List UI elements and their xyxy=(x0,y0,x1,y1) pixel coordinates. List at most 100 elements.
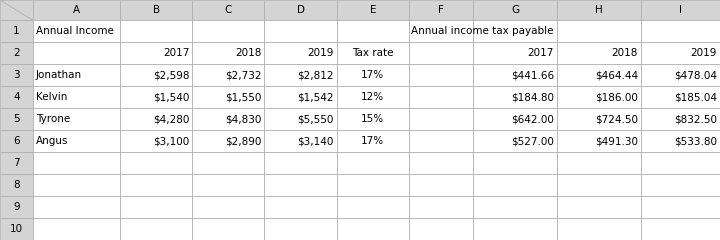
Bar xyxy=(32,20,120,42)
Text: 2019: 2019 xyxy=(307,48,333,58)
Bar xyxy=(264,218,337,240)
Bar xyxy=(641,0,720,20)
Text: $832.50: $832.50 xyxy=(674,114,717,124)
Bar xyxy=(337,86,409,108)
Bar xyxy=(557,42,641,64)
Bar xyxy=(32,174,120,196)
Text: Annual income tax payable: Annual income tax payable xyxy=(411,26,554,36)
Bar xyxy=(473,0,557,20)
Bar xyxy=(192,108,264,130)
Text: $1,540: $1,540 xyxy=(153,92,189,102)
Bar xyxy=(409,108,473,130)
Text: $1,542: $1,542 xyxy=(297,92,333,102)
Bar xyxy=(120,174,192,196)
Text: Tyrone: Tyrone xyxy=(35,114,70,124)
Bar xyxy=(409,0,473,20)
Bar xyxy=(409,196,473,218)
Bar xyxy=(192,130,264,152)
Bar xyxy=(557,86,641,108)
Bar xyxy=(473,218,557,240)
Bar xyxy=(473,108,557,130)
Bar xyxy=(337,0,409,20)
Bar xyxy=(120,0,192,20)
Bar xyxy=(641,86,720,108)
Bar xyxy=(473,42,557,64)
Bar xyxy=(409,218,473,240)
Bar xyxy=(641,20,720,42)
Text: $3,140: $3,140 xyxy=(297,136,333,146)
Bar xyxy=(409,174,473,196)
Bar xyxy=(337,174,409,196)
Bar xyxy=(337,42,409,64)
Bar xyxy=(0,174,32,196)
Bar xyxy=(192,86,264,108)
Bar xyxy=(120,64,192,86)
Bar xyxy=(192,196,264,218)
Bar xyxy=(120,196,192,218)
Bar xyxy=(641,174,720,196)
Bar xyxy=(192,42,264,64)
Text: 2018: 2018 xyxy=(611,48,638,58)
Bar xyxy=(120,130,192,152)
Bar xyxy=(120,218,192,240)
Bar xyxy=(641,108,720,130)
Bar xyxy=(409,86,473,108)
Text: 17%: 17% xyxy=(361,70,384,80)
Bar xyxy=(0,20,32,42)
Bar xyxy=(0,196,32,218)
Text: 10: 10 xyxy=(10,224,23,234)
Bar xyxy=(120,86,192,108)
Bar xyxy=(0,64,32,86)
Text: $478.04: $478.04 xyxy=(674,70,717,80)
Bar xyxy=(264,86,337,108)
Bar xyxy=(264,152,337,174)
Bar xyxy=(473,130,557,152)
Text: $527.00: $527.00 xyxy=(511,136,554,146)
Text: H: H xyxy=(595,5,603,15)
Bar xyxy=(0,86,32,108)
Text: 2017: 2017 xyxy=(528,48,554,58)
Text: $441.66: $441.66 xyxy=(510,70,554,80)
Text: 3: 3 xyxy=(13,70,19,80)
Text: Kelvin: Kelvin xyxy=(35,92,67,102)
Text: 6: 6 xyxy=(13,136,19,146)
Bar xyxy=(641,196,720,218)
Bar xyxy=(409,64,473,86)
Text: $724.50: $724.50 xyxy=(595,114,638,124)
Bar xyxy=(32,130,120,152)
Text: Annual Income: Annual Income xyxy=(35,26,114,36)
Text: I: I xyxy=(679,5,682,15)
Bar xyxy=(409,130,473,152)
Bar xyxy=(32,0,120,20)
Text: $3,100: $3,100 xyxy=(153,136,189,146)
Bar xyxy=(32,42,120,64)
Bar xyxy=(120,108,192,130)
Bar xyxy=(557,152,641,174)
Bar xyxy=(473,64,557,86)
Text: E: E xyxy=(369,5,376,15)
Bar xyxy=(641,130,720,152)
Bar xyxy=(557,20,641,42)
Bar xyxy=(641,218,720,240)
Bar xyxy=(0,42,32,64)
Text: $533.80: $533.80 xyxy=(674,136,717,146)
Text: 7: 7 xyxy=(13,158,19,168)
Text: A: A xyxy=(73,5,80,15)
Text: B: B xyxy=(153,5,160,15)
Text: $464.44: $464.44 xyxy=(595,70,638,80)
Bar xyxy=(557,218,641,240)
Bar xyxy=(32,196,120,218)
Bar xyxy=(337,218,409,240)
Text: $491.30: $491.30 xyxy=(595,136,638,146)
Bar xyxy=(641,42,720,64)
Bar xyxy=(557,64,641,86)
Bar xyxy=(264,174,337,196)
Text: $4,280: $4,280 xyxy=(153,114,189,124)
Bar xyxy=(409,20,473,42)
Bar xyxy=(0,108,32,130)
Bar xyxy=(473,86,557,108)
Text: 2017: 2017 xyxy=(163,48,189,58)
Bar xyxy=(337,20,409,42)
Text: 5: 5 xyxy=(13,114,19,124)
Text: 17%: 17% xyxy=(361,136,384,146)
